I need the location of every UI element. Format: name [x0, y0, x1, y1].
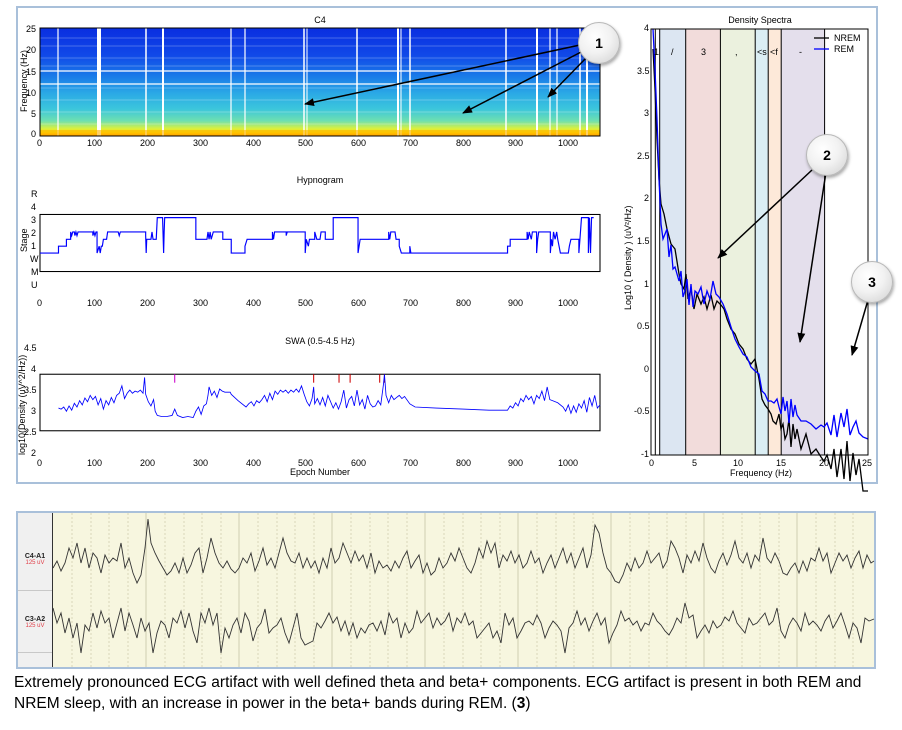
callout-1: 1	[578, 22, 620, 64]
swa-plot	[39, 373, 601, 432]
legend-nrem-label: NREM	[834, 33, 861, 43]
spectra-title: Density Spectra	[728, 15, 792, 25]
eeg-channel-c4a1: C4-A1 125 uV	[24, 553, 46, 566]
eeg-traces	[52, 513, 875, 667]
spectra-plot	[650, 28, 869, 492]
annotation-arrows	[304, 44, 869, 356]
figure-caption: Extremely pronounced ECG artifact with w…	[14, 674, 862, 712]
callout-2: 2	[806, 134, 848, 176]
hypnogram-plot	[39, 213, 601, 273]
spectrogram-plot	[39, 27, 601, 137]
swa-xlabel: Epoch Number	[290, 467, 351, 477]
eeg-label-divider	[18, 590, 52, 591]
callout-3: 3	[851, 261, 893, 303]
hypnogram-title: Hypnogram	[296, 175, 344, 185]
eeg-label-divider	[18, 652, 52, 653]
swa-title: SWA (0.5-4.5 Hz)	[285, 336, 355, 346]
eeg-frame	[16, 511, 876, 669]
spectrogram-title: C4	[314, 15, 326, 25]
legend-rem-label: REM	[834, 44, 854, 54]
eeg-channel-c3a2: C3-A2 125 uV	[24, 616, 46, 629]
spectra-xlabel: Frequency (Hz)	[730, 468, 793, 478]
